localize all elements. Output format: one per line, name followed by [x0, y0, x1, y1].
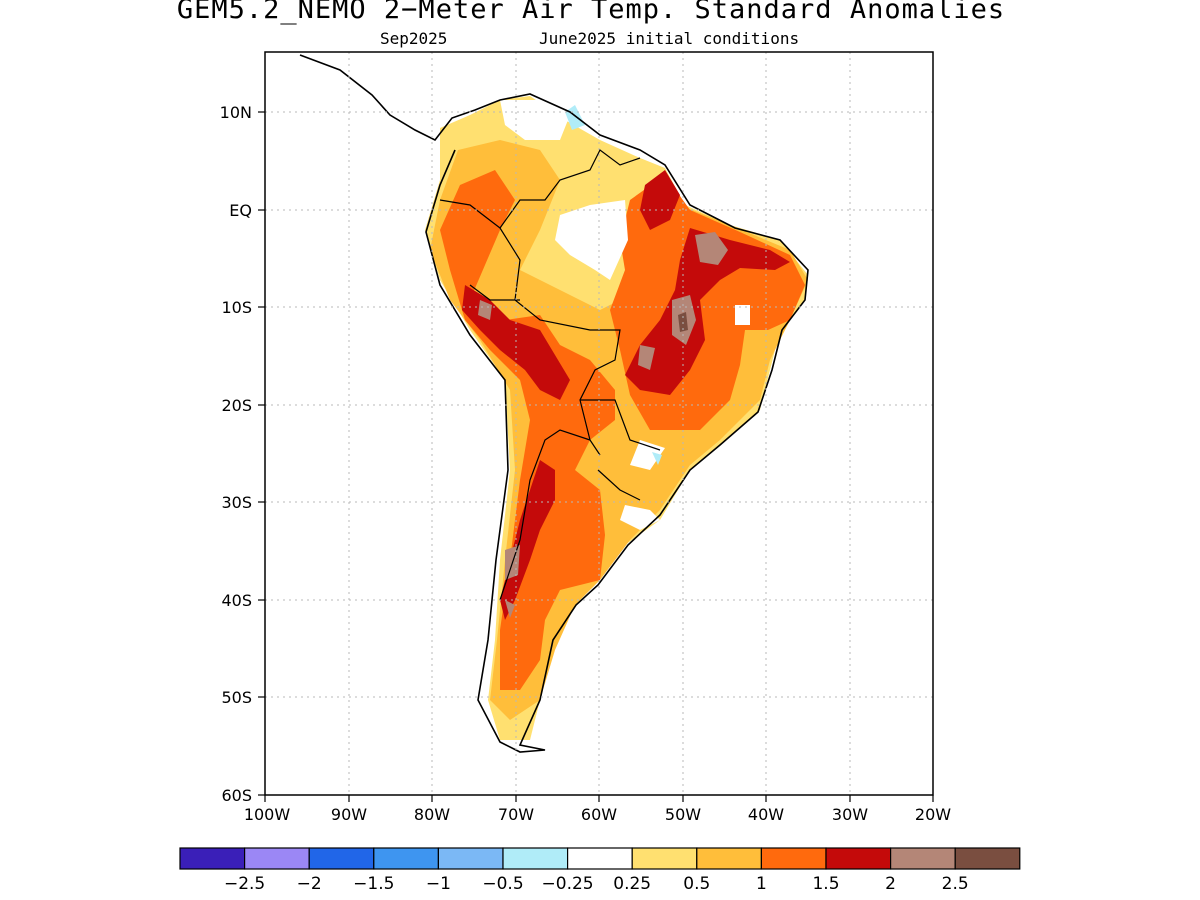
region-1-to-1p5 [440, 170, 615, 690]
colorbar-label: −2.5 [224, 874, 265, 894]
colorbar-label: 0.5 [683, 874, 710, 894]
colorbar-label: −2 [297, 874, 322, 894]
country-borders [439, 149, 661, 601]
colorbar-swatch [889, 847, 956, 870]
colorbar-swatch [179, 847, 246, 870]
x-tick-label: 100W [244, 805, 291, 824]
colorbar-swatch [373, 847, 439, 870]
colorbar: −2.5 −2 −1.5 −1 −0.5 −0.25 0.25 0.5 1 1.5 2 2.5 [179, 847, 1021, 894]
y-tick-labels: 10N EQ 10S 20S 30S 40S 50S 60S [220, 103, 252, 805]
colorbar-label: 2 [885, 874, 896, 894]
init-conditions-label: June2025 initial conditions [539, 29, 800, 48]
colorbar-swatch [308, 847, 375, 870]
y-tick-label: 20S [221, 396, 252, 415]
y-tick-label: 10S [221, 298, 252, 317]
region-1p5-to-2-andes [462, 285, 570, 620]
x-tick-label: 70W [498, 805, 534, 824]
colorbar-label: −0.25 [542, 874, 594, 894]
y-tick-label: 50S [221, 688, 252, 707]
x-tick-label: 20W [915, 805, 951, 824]
colorbar-swatch [954, 847, 1021, 870]
colorbar-label: 1 [756, 874, 767, 894]
gridlines [265, 52, 933, 795]
colorbar-label: −1.5 [353, 874, 394, 894]
colorbar-swatch [437, 847, 504, 870]
region-near-zero-amazon [500, 100, 628, 280]
region-near-zero-south [620, 305, 750, 530]
x-tick-label: 50W [665, 805, 701, 824]
y-tick-label: 60S [221, 786, 252, 805]
x-tick-label: 90W [331, 805, 367, 824]
colorbar-swatch [244, 847, 310, 870]
y-tick-label: 40S [221, 591, 252, 610]
anomaly-field [299, 54, 809, 753]
colorbar-label: −1 [426, 874, 451, 894]
colorbar-swatch [566, 847, 633, 870]
colorbar-swatch [696, 847, 762, 870]
x-tick-labels: 100W 90W 80W 70W 60W 50W 40W 30W 20W [244, 805, 951, 824]
colorbar-swatch [760, 847, 827, 870]
y-tick-label: 30S [221, 493, 252, 512]
colorbar-label: 1.5 [812, 874, 839, 894]
region-1p5-to-2-brazil [625, 170, 790, 395]
colorbar-label: 2.5 [942, 874, 969, 894]
x-tick-label: 80W [414, 805, 450, 824]
tick-marks [258, 111, 934, 802]
x-tick-label: 40W [748, 805, 784, 824]
y-tick-label: EQ [229, 201, 252, 220]
x-tick-label: 30W [832, 805, 868, 824]
colorbar-swatch [502, 847, 569, 870]
coastline [299, 54, 809, 753]
colorbar-swatch [631, 847, 698, 870]
y-tick-label: 10N [220, 103, 252, 122]
colorbar-label: 0.25 [613, 874, 651, 894]
colorbar-swatch [825, 847, 892, 870]
page-title: GEM5.2_NEMO 2−Meter Air Temp. Standard A… [176, 0, 1006, 25]
colorbar-label: −0.5 [482, 874, 523, 894]
x-tick-label: 60W [581, 805, 617, 824]
valid-month-label: Sep2025 [380, 29, 448, 48]
